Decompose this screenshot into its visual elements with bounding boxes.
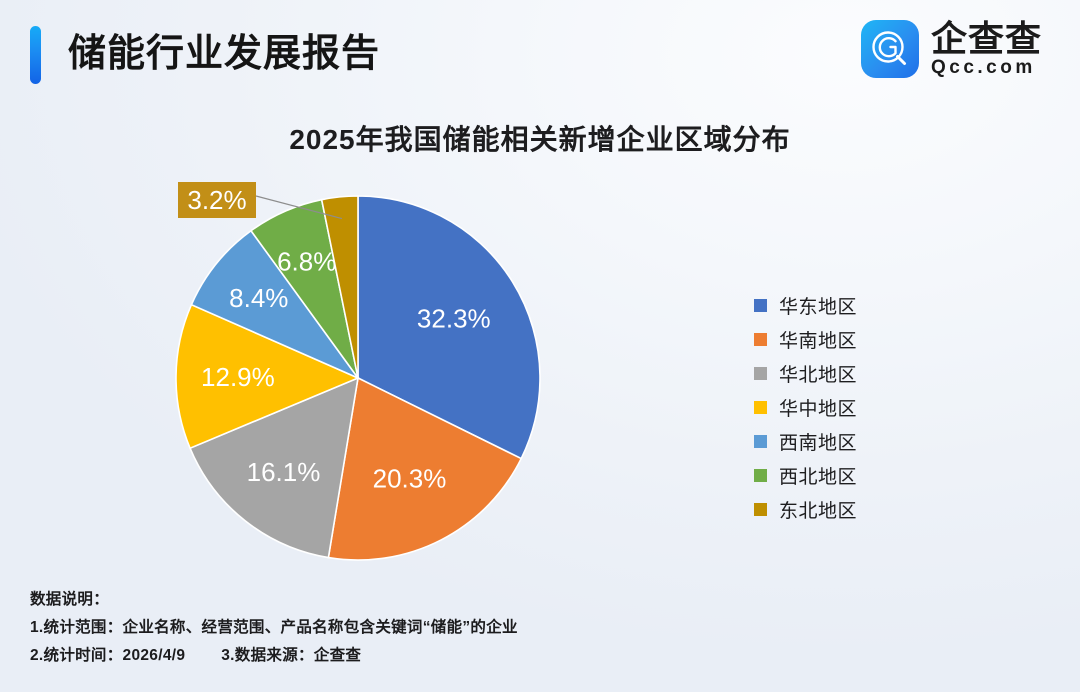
pie-chart-svg: 32.3% 20.3% 16.1% 12.9% 8.4% 6.8% 3.2% <box>175 182 541 561</box>
legend-color-swatch <box>754 366 767 380</box>
footer-note-2a: 2.统计时间：2026/4/9 <box>30 647 186 664</box>
pie-slice[interactable] <box>327 376 523 561</box>
pie-slice-label: 6.8% <box>277 246 336 276</box>
legend-item[interactable]: 西南地区 <box>754 424 857 458</box>
legend-item-label: 华北地区 <box>779 364 858 386</box>
pie-callout-label: 3.2% <box>187 185 246 215</box>
chart-title: 2025年我国储能相关新增企业区域分布 <box>289 124 791 155</box>
legend-item-label: 西北地区 <box>779 466 858 488</box>
footer-note-2b: 3.数据来源：企查查 <box>221 647 362 664</box>
header-accent-bar <box>30 26 41 84</box>
legend-item[interactable]: 东北地区 <box>754 492 857 526</box>
brand-logo: 企查查 Qcc.com <box>860 18 1042 80</box>
legend-color-swatch <box>754 502 767 516</box>
legend-color-swatch <box>754 434 767 448</box>
footer-notes: 数据说明： 1.统计范围：企业名称、经营范围、产品名称包含关键词“储能”的企业 … <box>30 586 1050 670</box>
legend-item-label: 华中地区 <box>779 398 858 420</box>
pie-callout-leader-line <box>255 195 343 220</box>
legend-color-swatch <box>754 298 767 312</box>
legend-color-swatch <box>754 468 767 482</box>
legend-color-swatch <box>754 332 767 346</box>
pie-chart: 32.3% 20.3% 16.1% 12.9% 8.4% 6.8% 3.2% <box>158 178 558 578</box>
legend-color-swatch <box>754 400 767 414</box>
pie-callout-group: 3.2% <box>178 182 343 220</box>
pie-slice[interactable] <box>357 195 541 460</box>
qcc-q-magnifier-icon <box>860 20 919 78</box>
page-title: 储能行业发展报告 <box>68 33 381 75</box>
pie-slice-label: 32.3% <box>417 303 491 333</box>
legend-item-label: 华东地区 <box>779 296 858 318</box>
page-header: 储能行业发展报告 企查查 Qcc.com <box>0 0 1080 108</box>
chart-legend: 华东地区华南地区华北地区华中地区西南地区西北地区东北地区 <box>754 288 857 526</box>
footer-note-1: 1.统计范围：企业名称、经营范围、产品名称包含关键词“储能”的企业 <box>30 619 518 636</box>
pie-slice[interactable] <box>320 195 359 379</box>
legend-item[interactable]: 西北地区 <box>754 458 857 492</box>
legend-item-label: 华南地区 <box>779 330 858 352</box>
pie-slice[interactable] <box>175 303 361 450</box>
pie-slice[interactable] <box>189 376 360 559</box>
legend-item[interactable]: 华东地区 <box>754 288 857 322</box>
legend-item[interactable]: 华南地区 <box>754 322 857 356</box>
legend-item[interactable]: 华北地区 <box>754 356 857 390</box>
legend-item-label: 东北地区 <box>779 500 858 522</box>
legend-item[interactable]: 华中地区 <box>754 390 857 424</box>
pie-slice-group <box>175 195 541 561</box>
pie-slice-label: 20.3% <box>373 463 447 493</box>
pie-callout-box[interactable] <box>178 182 256 218</box>
logo-text-cn: 企查查 <box>930 18 1042 59</box>
pie-slice[interactable] <box>190 229 361 380</box>
logo-text-en: Qcc.com <box>930 57 1036 78</box>
pie-slice-label: 8.4% <box>229 283 288 313</box>
pie-slice-label: 12.9% <box>201 362 275 392</box>
logo-text: 企查查 Qcc.com <box>931 20 1042 78</box>
pie-slice-label: 16.1% <box>247 457 321 487</box>
pie-label-group: 32.3% 20.3% 16.1% 12.9% 8.4% 6.8% <box>201 246 491 493</box>
legend-item-label: 西南地区 <box>779 432 858 454</box>
footer-heading: 数据说明： <box>30 591 110 608</box>
footer-note-2-row: 2.统计时间：2026/4/9 3.数据来源：企查查 <box>30 642 1050 670</box>
